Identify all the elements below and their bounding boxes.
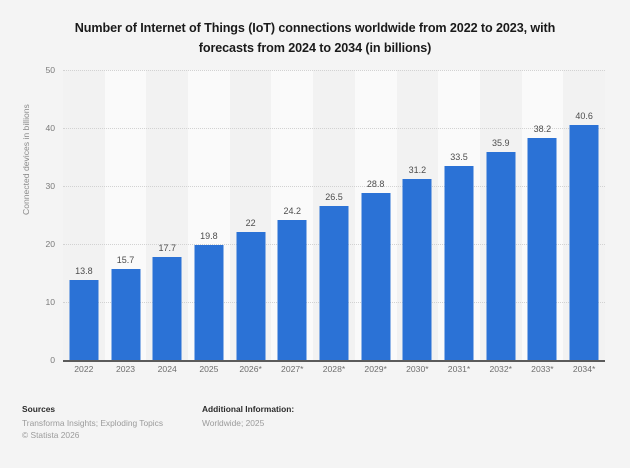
- x-axis-tick-label: 2027*: [281, 364, 304, 374]
- x-axis-tick-label: 2033*: [531, 364, 554, 374]
- bar[interactable]: [527, 138, 557, 360]
- gridline: [63, 186, 605, 187]
- bar-series: 13.8 15.7 17.7 19.8 22 24.2 26.5 28.8 31.2 33.5 35…: [63, 70, 605, 360]
- bar-value-label: 24.2: [283, 205, 302, 216]
- bar-value-label: 38.2: [533, 124, 552, 135]
- sources-heading: Sources: [22, 404, 56, 414]
- bar[interactable]: [111, 268, 141, 360]
- gridline: [63, 128, 605, 129]
- bar-slot: 19.8: [188, 70, 230, 360]
- chart-title-line-1: Number of Internet of Things (IoT) conne…: [74, 21, 556, 35]
- chart-title-line-2: forecasts from 2024 to 2034 (in billions…: [198, 41, 432, 55]
- bar-slot: 22: [230, 70, 272, 360]
- bar-value-label: 26.5: [325, 192, 343, 203]
- chart-title: Number of Internet of Things (IoT) conne…: [50, 18, 580, 58]
- bar-value-label: 22: [245, 218, 256, 229]
- y-axis-tick-label: 0: [50, 355, 55, 365]
- y-axis-tick-label: 30: [45, 181, 55, 191]
- bar[interactable]: [277, 219, 307, 360]
- footer-sources: Sources Transforma Insights; Exploding T…: [22, 404, 163, 441]
- y-axis-tick-label: 50: [45, 65, 55, 75]
- bar-value-label: 13.8: [75, 265, 93, 276]
- x-axis-line: [63, 360, 605, 362]
- bar-slot: 15.7: [105, 70, 147, 360]
- bar[interactable]: [152, 257, 182, 360]
- x-axis-tick-label: 2025: [199, 364, 219, 374]
- bar-slot: 40.6: [563, 70, 605, 360]
- gridline: [63, 70, 605, 71]
- bar-value-label: 40.6: [575, 110, 593, 121]
- bar[interactable]: [319, 206, 349, 360]
- bar-value-label: 19.8: [200, 231, 218, 242]
- bar-value-label: 31.2: [408, 165, 427, 176]
- bar[interactable]: [444, 165, 474, 360]
- x-axis-tick-label: 2029*: [364, 364, 387, 374]
- bar-slot: 33.5: [438, 70, 480, 360]
- bar-slot: 38.2: [522, 70, 564, 360]
- x-axis-tick-label: 2024: [157, 364, 177, 374]
- x-axis-tick-label: 2028*: [322, 364, 346, 374]
- bar[interactable]: [236, 232, 266, 360]
- y-axis-tick-label: 10: [45, 297, 55, 307]
- bar[interactable]: [486, 151, 516, 360]
- y-axis-title: Connected devices in billions: [21, 104, 31, 215]
- bar[interactable]: [402, 179, 432, 360]
- bar-value-label: 15.7: [116, 254, 135, 265]
- x-axis-tick-label: 2023: [115, 364, 136, 374]
- footer: Sources Transforma Insights; Exploding T…: [0, 404, 630, 468]
- bar-slot: 35.9: [480, 70, 522, 360]
- additional-information-text: Worldwide; 2025: [202, 418, 265, 428]
- bar[interactable]: [361, 192, 391, 360]
- x-axis-tick-label: 2032*: [489, 364, 512, 374]
- x-axis-tick-label: 2031*: [447, 364, 471, 374]
- footer-additional-information: Additional Information: Worldwide; 2025: [202, 404, 294, 429]
- bar-value-label: 28.8: [366, 178, 385, 189]
- x-axis-tick-label: 2026*: [239, 364, 262, 374]
- additional-information-heading: Additional Information:: [202, 404, 295, 414]
- copyright-text: © Statista 2026: [22, 430, 80, 440]
- x-axis-tick-label: 2034*: [572, 364, 596, 374]
- bar-slot: 17.7: [146, 70, 188, 360]
- x-axis-tick-label: 2030*: [406, 364, 429, 374]
- bar[interactable]: [569, 124, 599, 360]
- bar-slot: 13.8: [63, 70, 105, 360]
- bar-slot: 26.5: [313, 70, 355, 360]
- sources-text: Transforma Insights; Exploding Topics: [22, 418, 164, 428]
- x-axis-tick-label: 2022: [74, 364, 94, 374]
- x-axis-labels: 2022 2023 2024 2025 2026* 2027* 2028* 2029* 2030…: [63, 364, 605, 374]
- bar-slot: 28.8: [355, 70, 397, 360]
- bar-value-label: 17.7: [158, 243, 176, 254]
- bar-slot: 24.2: [271, 70, 313, 360]
- bar-value-label: 33.5: [450, 151, 468, 162]
- y-axis-tick-label: 20: [45, 239, 55, 249]
- bar[interactable]: [194, 245, 224, 360]
- bar[interactable]: [69, 279, 99, 360]
- bar-value-label: 35.9: [491, 137, 510, 148]
- y-axis-tick-label: 40: [45, 123, 55, 133]
- bar-slot: 31.2: [397, 70, 439, 360]
